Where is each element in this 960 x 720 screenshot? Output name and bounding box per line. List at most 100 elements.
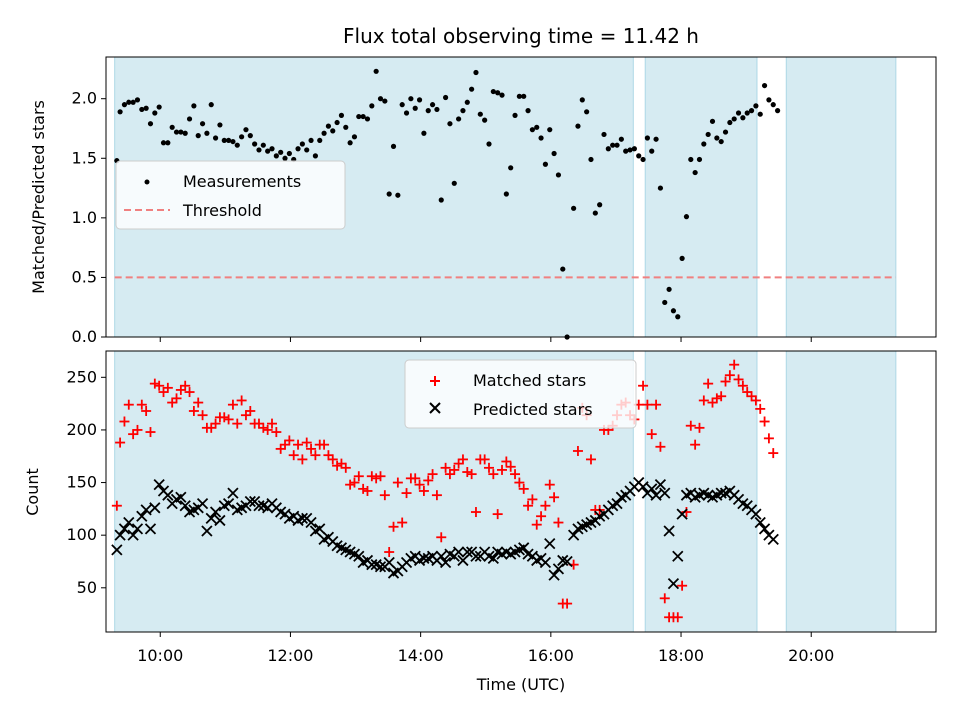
matched-star-point — [694, 422, 705, 433]
predicted-star-point — [435, 550, 447, 562]
predicted-star-point — [539, 556, 552, 569]
matched-star-point — [119, 416, 130, 427]
matched-star-point — [470, 507, 481, 518]
matched-star-point — [245, 405, 256, 416]
matched-star-point — [232, 418, 243, 429]
measurement-point — [614, 142, 620, 148]
predicted-star-point — [244, 495, 256, 508]
measurement-point — [551, 150, 557, 157]
legend-measurements-label: Measurements — [183, 172, 301, 191]
matched-star-point — [379, 490, 390, 501]
predicted-star-point — [676, 508, 688, 520]
measurement-point — [538, 135, 544, 141]
measurement-point — [208, 102, 214, 108]
top-ytick-label: 0.5 — [72, 267, 97, 286]
predicted-star-point — [654, 479, 667, 491]
measurement-point — [631, 146, 637, 152]
predicted-star-point — [123, 516, 135, 529]
matched-star-point — [642, 399, 653, 410]
bottom-xtick-label: 12:00 — [267, 646, 313, 665]
measurement-point — [560, 266, 566, 272]
predicted-star-point — [567, 529, 580, 541]
bottom-ytick-label: 150 — [66, 473, 97, 492]
legend-measurements-marker — [144, 179, 150, 185]
matched-star-point — [655, 441, 666, 452]
measurement-point — [299, 141, 305, 147]
measurement-point — [748, 108, 755, 114]
bottom-legend: Matched stars Predicted stars — [404, 359, 637, 429]
top-shaded-interval — [644, 56, 758, 338]
measurement-point — [130, 99, 136, 105]
measurement-point — [360, 113, 366, 120]
measurement-point — [269, 146, 275, 152]
matched-star-point — [219, 412, 230, 423]
matched-star-point — [646, 429, 657, 440]
measurement-point — [278, 149, 284, 155]
predicted-star-point — [452, 546, 465, 558]
measurement-point — [679, 255, 685, 261]
matched-star-point — [690, 439, 701, 450]
matched-star-point — [154, 380, 165, 391]
measurement-point — [718, 138, 724, 145]
predicted-star-point — [663, 525, 675, 537]
measurement-point — [744, 110, 750, 116]
legend-matched-label: Matched stars — [473, 371, 586, 390]
predicted-star-point — [201, 525, 213, 537]
measurement-point — [247, 133, 253, 139]
matched-star-point — [549, 492, 560, 503]
predicted-star-point — [518, 542, 530, 554]
measurement-point — [160, 140, 167, 146]
measurement-point — [495, 90, 501, 96]
measurement-point — [126, 99, 132, 105]
matched-star-point — [401, 488, 412, 499]
predicted-star-point — [196, 497, 209, 510]
matched-star-point — [711, 393, 722, 404]
matched-star-point — [483, 462, 494, 473]
matched-star-point — [301, 437, 312, 448]
predicted-star-point — [646, 483, 658, 495]
matched-star-point — [659, 593, 670, 604]
measurement-point — [425, 108, 431, 114]
predicted-star-point — [131, 523, 144, 535]
measurement-point — [134, 97, 141, 103]
measurement-point — [701, 141, 707, 147]
measurement-point — [534, 124, 540, 130]
measurement-point — [408, 96, 414, 102]
measurement-point — [705, 131, 711, 138]
legend-matched-marker — [430, 376, 440, 386]
measurement-point — [204, 130, 210, 136]
measurement-point — [390, 143, 397, 149]
matched-star-point — [414, 479, 425, 490]
measurement-point — [490, 88, 496, 95]
measurement-point — [403, 110, 410, 116]
measurement-point — [516, 93, 522, 99]
measurement-point — [670, 308, 677, 314]
legend-predicted-marker — [429, 402, 441, 414]
predicted-star-point — [162, 489, 174, 501]
predicted-star-point — [750, 508, 762, 520]
measurement-point — [575, 123, 581, 129]
measurement-point — [321, 130, 327, 136]
measurement-point — [592, 210, 598, 216]
predicted-star-point — [667, 577, 680, 590]
measurement-point — [212, 135, 219, 141]
measurement-point — [525, 108, 531, 114]
matched-star-point — [236, 395, 247, 406]
measurement-point — [640, 156, 646, 163]
measurement-point — [434, 106, 440, 113]
measurement-point — [666, 286, 672, 292]
measurement-point — [195, 133, 201, 139]
measurement-point — [304, 147, 310, 153]
measurement-point — [330, 128, 336, 134]
matched-star-point — [340, 462, 351, 473]
matched-star-point — [115, 437, 126, 448]
measurement-point — [317, 137, 323, 144]
predicted-star-point — [253, 500, 265, 512]
measurement-point — [618, 136, 624, 142]
matched-star-point — [431, 490, 442, 501]
matched-star-point — [353, 471, 364, 482]
bottom-xtick-label: 16:00 — [528, 646, 574, 665]
measurement-point — [325, 123, 332, 129]
matched-star-point — [638, 380, 649, 391]
measurement-point — [653, 136, 659, 142]
